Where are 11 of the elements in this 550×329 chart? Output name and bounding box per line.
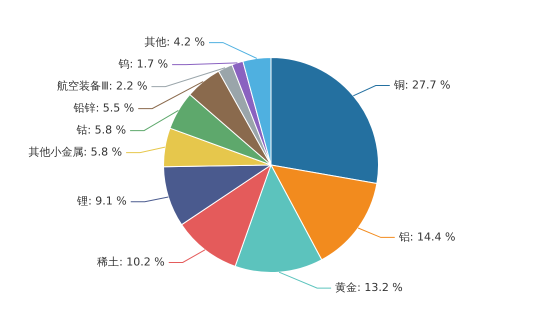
- slice-label: 其他小金属: 5.8 %: [28, 145, 122, 158]
- slice-label: 航空装备Ⅲ: 2.2 %: [57, 79, 148, 92]
- slice-label: 铝: 14.4 %: [398, 230, 456, 244]
- slice-label: 黄金: 13.2 %: [335, 281, 403, 294]
- slice-label: 钴: 5.8 %: [75, 123, 126, 136]
- slice-label: 其他: 4.2 %: [144, 35, 205, 48]
- slice-label: 铜: 27.7 %: [392, 78, 450, 92]
- slice-label: 锂: 9.1 %: [76, 194, 127, 208]
- slice-label: 铅锌: 5.5 %: [72, 101, 134, 114]
- slice-label: 钨: 1.7 %: [117, 57, 168, 70]
- slice-label: 稀土: 10.2 %: [97, 255, 165, 268]
